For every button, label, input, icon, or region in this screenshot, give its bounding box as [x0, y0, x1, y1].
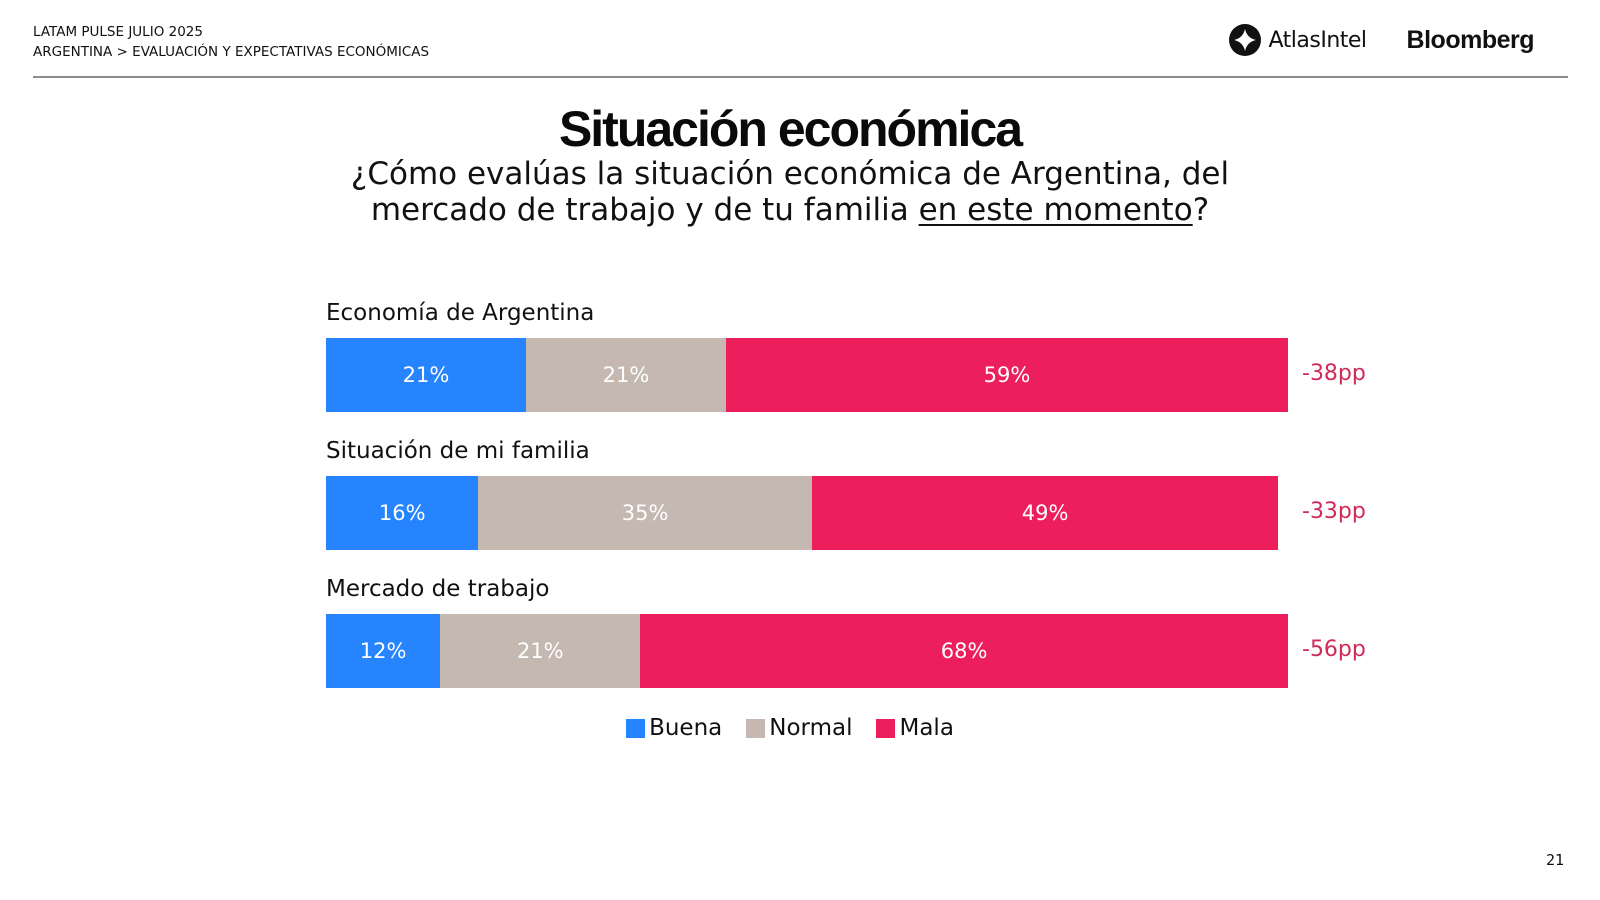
- legend-item-buena: Buena: [626, 715, 722, 741]
- data-label-normal-economia-de-argentina: 21%: [602, 363, 650, 387]
- legend-item-mala: Mala: [876, 715, 954, 741]
- atlasintel-logo: AtlasIntel: [1228, 23, 1367, 57]
- data-label-normal-situacion-de-mi-familia: 35%: [621, 501, 669, 525]
- bar-normal-economia-de-argentina: 21%: [526, 338, 727, 412]
- data-label-mala-mercado-de-trabajo: 68%: [940, 639, 988, 663]
- bar-mala-situacion-de-mi-familia: 49%: [811, 476, 1279, 550]
- bar-normal-situacion-de-mi-familia: 35%: [478, 476, 812, 550]
- header-divider: [33, 76, 1568, 78]
- chart-legend: Buena Normal Mala: [0, 715, 1580, 741]
- legend-swatch-buena: [626, 718, 646, 738]
- data-label-mala-economia-de-argentina: 59%: [983, 363, 1031, 387]
- net-balance-label-mercado-de-trabajo: -56pp: [1302, 637, 1366, 662]
- net-balance-label-situacion-de-mi-familia: -33pp: [1302, 499, 1366, 524]
- category-label-economia-de-argentina: Economía de Argentina: [326, 300, 595, 326]
- section-breadcrumb: ARGENTINA > EVALUACIÓN Y EXPECTATIVAS EC…: [33, 44, 430, 60]
- bar-buena-situacion-de-mi-familia: 16%: [326, 476, 479, 550]
- bloomberg-logo: Bloomberg: [1406, 25, 1535, 54]
- bar-buena-mercado-de-trabajo: 12%: [326, 614, 441, 688]
- bar-normal-mercado-de-trabajo: 21%: [440, 614, 641, 688]
- legend-item-normal: Normal: [746, 715, 852, 741]
- legend-label-buena: Buena: [649, 715, 723, 741]
- data-label-mala-situacion-de-mi-familia: 49%: [1021, 501, 1069, 525]
- chart-title: Situación económica: [558, 101, 1023, 157]
- subtitle-underlined: en este momento: [918, 192, 1193, 228]
- data-label-buena-situacion-de-mi-familia: 16%: [378, 501, 426, 525]
- category-label-situacion-de-mi-familia: Situación de mi familia: [326, 438, 590, 464]
- legend-label-normal: Normal: [769, 715, 853, 741]
- legend-swatch-normal: [746, 718, 766, 738]
- legend-swatch-mala: [876, 718, 896, 738]
- atlasintel-logo-text: AtlasIntel: [1268, 27, 1367, 53]
- legend-label-mala: Mala: [899, 715, 954, 741]
- subtitle-end: ?: [1192, 192, 1210, 228]
- logos: AtlasIntel Bloomberg: [1228, 22, 1535, 58]
- chart-subtitle: ¿Cómo evalúas la situación económica de …: [0, 156, 1580, 228]
- data-label-buena-economia-de-argentina: 21%: [402, 363, 450, 387]
- bar-buena-economia-de-argentina: 21%: [326, 338, 527, 412]
- atlasintel-logo-icon: [1229, 24, 1262, 56]
- bar-mala-economia-de-argentina: 59%: [726, 338, 1288, 412]
- bar-mala-mercado-de-trabajo: 68%: [640, 614, 1288, 688]
- net-balance-label-economia-de-argentina: -38pp: [1302, 361, 1366, 386]
- report-title: LATAM PULSE JULIO 2025: [33, 24, 203, 40]
- subtitle-line-2: mercado de trabajo y de tu familia en es…: [0, 192, 1580, 228]
- data-label-buena-mercado-de-trabajo: 12%: [359, 639, 407, 663]
- header-breadcrumb: LATAM PULSE JULIO 2025 ARGENTINA > EVALU…: [33, 22, 429, 62]
- category-label-mercado-de-trabajo: Mercado de trabajo: [326, 576, 550, 602]
- subtitle-text: mercado de trabajo y de tu familia: [370, 192, 919, 228]
- data-label-normal-mercado-de-trabajo: 21%: [516, 639, 564, 663]
- page-number: 21: [1545, 851, 1564, 869]
- subtitle-line-1: ¿Cómo evalúas la situación económica de …: [350, 156, 1230, 192]
